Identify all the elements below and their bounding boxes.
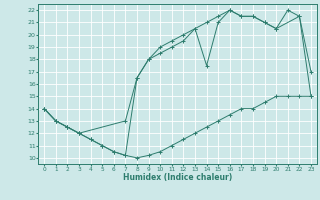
X-axis label: Humidex (Indice chaleur): Humidex (Indice chaleur): [123, 173, 232, 182]
